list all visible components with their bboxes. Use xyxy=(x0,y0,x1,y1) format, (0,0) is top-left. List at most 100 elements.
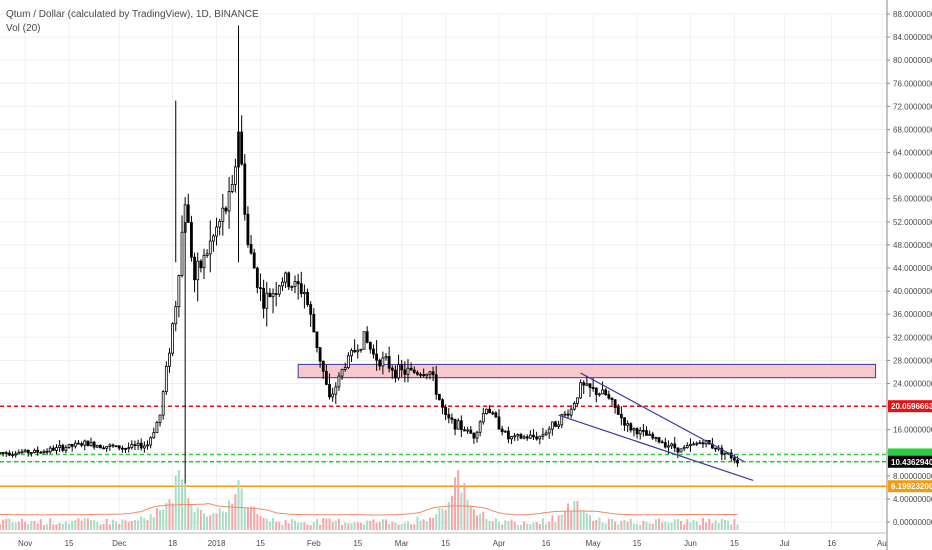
volume-bar xyxy=(579,511,582,530)
volume-bar xyxy=(689,522,692,530)
volume-bar xyxy=(36,523,39,530)
volume-bar xyxy=(497,521,500,530)
candle-up xyxy=(516,434,520,437)
candle-down xyxy=(488,408,491,414)
volume-bar xyxy=(268,521,271,530)
x-tick-label: Apr xyxy=(493,539,506,548)
candle-up xyxy=(17,451,21,455)
volume-bar xyxy=(121,519,124,530)
candle-up xyxy=(158,414,162,423)
candle-down xyxy=(447,414,451,419)
volume-bar xyxy=(259,516,262,530)
volume-bar xyxy=(648,523,651,530)
candle-up xyxy=(205,253,209,257)
volume-bar xyxy=(140,516,143,530)
volume-bar xyxy=(96,521,99,530)
candle-up xyxy=(343,367,347,370)
candle-down xyxy=(318,347,322,362)
volume-bar xyxy=(538,523,541,530)
candle-down xyxy=(224,207,228,212)
volume-bar xyxy=(485,518,488,530)
volume-bar xyxy=(212,513,215,530)
candle-down xyxy=(419,373,422,376)
candle-down xyxy=(296,281,300,285)
volume-bar xyxy=(651,523,654,530)
volume-bar xyxy=(494,518,497,530)
volume-bar xyxy=(215,513,218,530)
volume-bar xyxy=(93,520,96,530)
volume-bar xyxy=(585,513,588,530)
price-badge xyxy=(888,455,932,468)
volume-bar xyxy=(658,518,661,530)
volume-bar xyxy=(545,523,548,530)
volume-bar xyxy=(510,519,513,530)
candle-up xyxy=(11,454,14,456)
candle-down xyxy=(378,359,382,367)
candle-up xyxy=(42,450,46,453)
volume-bar xyxy=(337,518,340,530)
candle-down xyxy=(387,356,391,369)
candle-up xyxy=(215,226,218,237)
volume-bar xyxy=(454,477,457,530)
x-tick-label: 15 xyxy=(65,539,74,548)
candle-up xyxy=(281,281,284,287)
candle-down xyxy=(309,304,313,315)
candle-up xyxy=(513,435,517,438)
x-tick-label: Jun xyxy=(684,539,697,548)
volume-bar xyxy=(350,523,353,530)
candle-up xyxy=(538,435,542,440)
volume-bar xyxy=(403,522,406,530)
volume-bar xyxy=(491,521,494,530)
volume-bar xyxy=(294,520,296,530)
candle-down xyxy=(472,432,476,439)
volume-bar xyxy=(209,515,212,530)
candle-up xyxy=(550,421,554,430)
volume-bar xyxy=(363,524,366,530)
volume-bar xyxy=(708,518,711,530)
x-tick-label: Mar xyxy=(395,539,409,548)
candle-down xyxy=(353,349,357,353)
volume-bar xyxy=(133,520,136,530)
volume-bar xyxy=(711,523,714,530)
volume-bar xyxy=(237,480,240,530)
volume-bar xyxy=(723,520,726,530)
candle-down xyxy=(619,414,623,419)
candle-down xyxy=(459,420,463,431)
volume-bar xyxy=(14,522,17,530)
volume-bar xyxy=(450,495,453,530)
y-tick-label: 28.00000000 xyxy=(893,356,932,365)
volume-bar xyxy=(290,519,293,530)
volume-bar xyxy=(61,523,64,530)
candle-down xyxy=(368,341,372,350)
volume-bar xyxy=(224,512,227,530)
y-tick-label: 88.00000000 xyxy=(893,10,932,19)
candle-down xyxy=(623,417,626,426)
volume-bar xyxy=(661,522,664,530)
volume-bar xyxy=(604,523,607,530)
candle-down xyxy=(500,428,504,433)
volume-bar xyxy=(99,524,102,530)
volume-bar xyxy=(516,525,519,530)
volume-bar xyxy=(83,518,86,530)
candle-down xyxy=(45,450,49,453)
volume-bar xyxy=(177,470,180,530)
volume-bar xyxy=(64,521,67,530)
candle-up xyxy=(478,421,482,433)
candle-down xyxy=(566,413,570,416)
candle-down xyxy=(403,369,407,375)
volume-bar xyxy=(102,523,105,530)
volume-bar xyxy=(256,513,259,530)
candle-down xyxy=(525,436,529,439)
volume-bar xyxy=(567,503,570,530)
price-badge xyxy=(888,400,932,413)
volume-bar xyxy=(46,524,49,530)
candle-up xyxy=(161,391,165,416)
volume-bar xyxy=(359,522,362,530)
candle-up xyxy=(152,432,156,439)
volume-bar xyxy=(319,524,322,530)
volume-bar xyxy=(610,518,613,530)
volume-bar xyxy=(262,517,265,530)
volume-bar xyxy=(347,523,350,530)
candle-up xyxy=(149,437,153,446)
